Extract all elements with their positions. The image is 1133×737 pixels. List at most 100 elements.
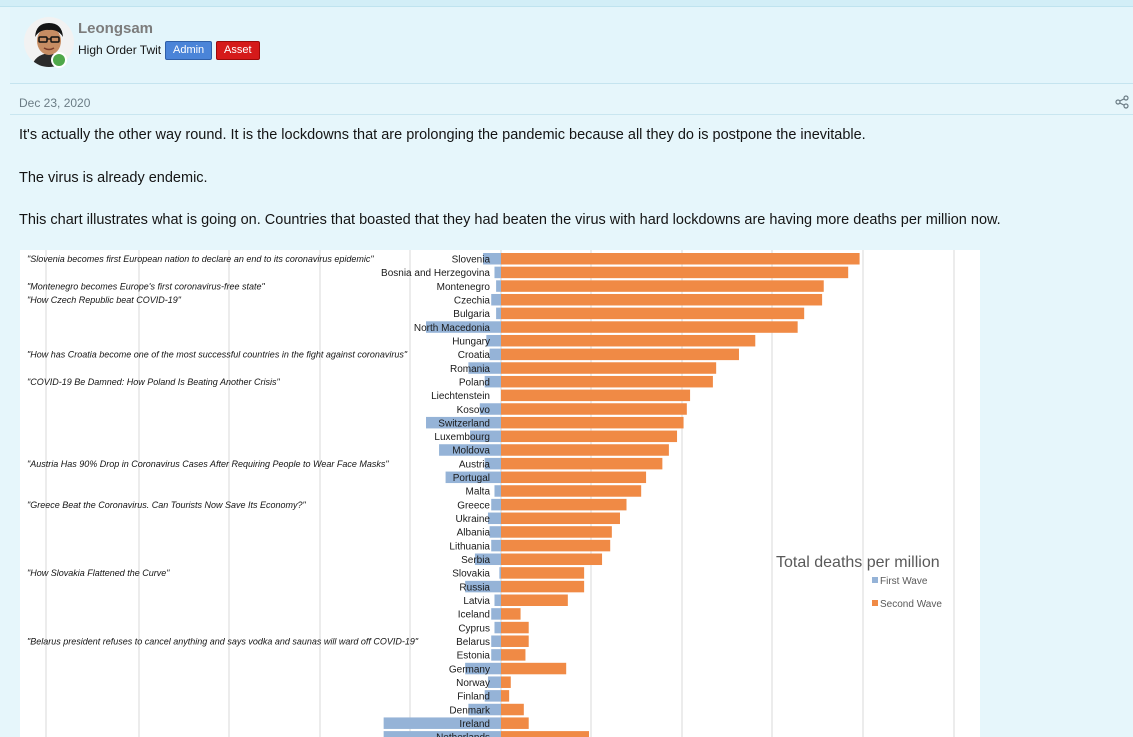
category-label: Poland [459,377,490,388]
first-wave-bar [483,253,501,265]
first-wave-bar [465,662,501,675]
second-wave-bar [501,471,647,484]
category-label: Cyprus [458,623,490,634]
asset-badge: Asset [216,41,260,60]
category-label: Hungary [452,336,490,347]
first-wave-bar [487,676,501,688]
first-wave-bar [491,539,501,552]
category-label: Estonia [457,651,491,662]
annotation-text: "Montenegro becomes Europe's first coron… [27,281,266,291]
post-user-header: Leongsam High Order Twit Admin Asset [10,7,1133,84]
second-wave-bar [501,526,612,538]
annotation-text: "Slovenia becomes first European nation … [27,254,374,264]
first-wave-bar [496,280,501,292]
first-wave-bar [468,703,501,716]
second-wave-bar [501,608,521,620]
second-wave-bar [501,362,717,374]
first-wave-bar [491,293,501,306]
first-wave-bar [383,731,501,737]
category-label: Slovakia [452,569,490,580]
legend-label-second-wave: Second Wave [880,599,942,610]
category-label: Moldova [452,446,490,457]
first-wave-bar [494,594,501,606]
second-wave-bar [501,662,567,675]
first-wave-bar [489,526,501,538]
category-label: Ireland [459,719,490,730]
second-wave-bar [501,430,678,443]
divider [10,114,1133,115]
second-wave-bar [501,457,663,470]
category-label: Norway [456,678,490,689]
first-wave-bar [484,457,501,470]
category-label: Czechia [454,295,491,306]
category-label: Serbia [461,555,490,566]
second-wave-bar [501,389,691,402]
category-label: Bosnia and Herzegovina [381,268,490,279]
first-wave-bar [491,498,501,511]
first-wave-bar [426,416,501,429]
second-wave-bar [501,731,590,737]
category-label: Montenegro [437,282,491,293]
first-wave-bar [426,321,501,333]
second-wave-bar [501,567,585,579]
second-wave-bar [501,621,529,634]
annotation-text: "How Czech Republic beat COVID-19" [27,295,182,305]
category-label: Iceland [458,610,490,621]
first-wave-bar [465,580,501,593]
second-wave-bar [501,485,642,497]
category-label: Russia [459,582,490,593]
category-label: Romania [450,364,490,375]
first-wave-bar [487,512,501,525]
category-label: Austria [459,459,491,470]
first-wave-bar [484,690,501,702]
first-wave-bar [496,307,501,320]
category-label: Greece [457,500,490,511]
first-wave-bar [494,266,501,279]
second-wave-bar [501,416,684,429]
category-label: Lithuania [449,541,490,552]
post-paragraph: It's actually the other way round. It is… [19,127,866,143]
second-wave-bar [501,293,823,306]
first-wave-bar [468,362,501,374]
category-label: Slovenia [452,255,491,266]
category-label: Bulgaria [453,309,490,320]
legend-swatch-first-wave [872,577,878,583]
category-label: North Macedonia [414,323,491,334]
post-date-link[interactable]: Dec 23, 2020 [19,96,91,110]
category-label: Liechtenstein [431,391,490,402]
annotation-text: "COVID-19 Be Damned: How Poland Is Beati… [27,377,280,387]
first-wave-bar [445,471,501,484]
annotation-text: "How Slovakia Flattened the Curve" [27,568,170,578]
first-wave-bar [491,635,501,647]
category-label: Luxembourg [434,432,490,443]
share-icon[interactable] [1115,95,1129,109]
second-wave-bar [501,703,524,716]
legend-label-first-wave: First Wave [880,576,928,587]
second-wave-bar [501,403,687,415]
online-status-icon [51,52,67,68]
legend-swatch-second-wave [872,600,878,606]
second-wave-bar [501,512,620,525]
second-wave-bar [501,266,849,279]
post-paragraph: The virus is already endemic. [19,170,208,186]
second-wave-bar [501,553,603,566]
first-wave-bar [491,608,501,620]
user-title: High Order Twit [78,43,162,57]
second-wave-bar [501,444,669,456]
post-paragraph: This chart illustrates what is going on.… [19,212,1001,228]
first-wave-bar [474,553,501,566]
first-wave-bar [484,375,501,388]
category-label: Finland [457,692,490,703]
admin-badge: Admin [165,41,213,60]
second-wave-bar [501,649,526,661]
first-wave-bar [383,717,501,729]
category-label: Switzerland [438,418,490,429]
chart-title: Total deaths per million [776,554,940,571]
username-link[interactable]: Leongsam [78,20,154,37]
annotation-text: "Greece Beat the Coronavirus. Can Touris… [27,500,306,510]
second-wave-bar [501,676,511,688]
first-wave-bar [479,403,501,415]
deaths-chart-image[interactable]: Slovenia Bosnia and Herzegovina Montenegro… [20,250,980,737]
first-wave-bar [494,485,501,497]
second-wave-bar [501,635,529,647]
